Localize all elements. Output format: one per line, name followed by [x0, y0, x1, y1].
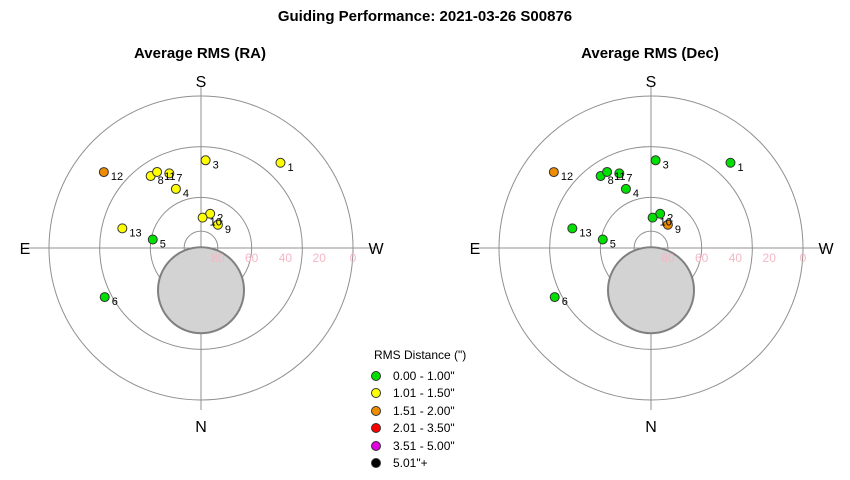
legend-swatch-icon [371, 388, 381, 399]
legend-label: 0.00 - 1.00" [393, 368, 455, 383]
ra-point-6 [99, 292, 110, 303]
ra-zenith-exclusion [157, 246, 245, 335]
ra-point-label-13: 13 [129, 227, 141, 239]
dec-direction-east: E [470, 241, 481, 258]
dec-point-label-7: 7 [626, 172, 632, 184]
legend-label: 2.01 - 3.50" [393, 421, 455, 436]
ra-point-7 [164, 168, 175, 179]
ra-point-label-9: 9 [225, 224, 231, 236]
ra-point-label-12: 12 [111, 171, 123, 183]
ra-altitude-tick: 20 [313, 251, 327, 265]
ra-altitude-tick: 60 [245, 251, 259, 265]
legend-item: 0.00 - 1.00" [368, 367, 466, 385]
legend-label: 1.01 - 1.50" [393, 386, 455, 401]
ra-point-label-6: 6 [112, 296, 118, 308]
legend-item: 1.01 - 1.50" [368, 385, 466, 403]
dec-point-label-11: 11 [614, 171, 625, 183]
dec-point-label-2: 2 [667, 213, 673, 225]
ra-point-label-8: 8 [158, 175, 164, 187]
ra-point-label-7: 7 [176, 172, 182, 184]
legend-item: 5.01"+ [368, 455, 466, 473]
ra-direction-south: S [196, 74, 207, 91]
ra-point-3 [200, 155, 211, 166]
ra-point-label-2: 2 [217, 213, 223, 225]
dec-altitude-tick: 80 [661, 251, 675, 265]
ra-point-label-4: 4 [183, 188, 189, 200]
dec-point-1 [725, 157, 736, 168]
dec-point-label-12: 12 [561, 171, 573, 183]
dec-altitude-tick: 0 [800, 251, 807, 265]
legend: RMS Distance (") 0.00 - 1.00" 1.01 - 1.50… [368, 348, 466, 472]
dec-point-13 [567, 223, 578, 234]
dec-point-10 [647, 212, 658, 223]
dec-direction-north: N [645, 419, 657, 436]
dec-plot-title: Average RMS (Dec) [581, 45, 719, 62]
ra-point-label-1: 1 [287, 162, 293, 174]
dec-direction-south: S [646, 74, 657, 91]
ra-altitude-tick: 80 [211, 251, 225, 265]
dec-point-label-3: 3 [663, 159, 669, 171]
dec-point-label-4: 4 [633, 188, 639, 200]
dec-point-label-6: 6 [562, 296, 568, 308]
ra-direction-east: E [20, 241, 31, 258]
legend-swatch-icon [371, 405, 381, 416]
dec-point-5 [597, 234, 608, 245]
dec-zenith-exclusion [607, 246, 695, 335]
dec-point-11 [602, 166, 613, 177]
ra-point-5 [147, 234, 158, 245]
dec-point-label-10: 10 [660, 217, 672, 229]
ra-point-1 [275, 157, 286, 168]
dec-point-6 [549, 292, 560, 303]
dec-point-label-9: 9 [675, 224, 681, 236]
ra-point-label-10: 10 [210, 217, 222, 229]
dec-point-label-1: 1 [737, 162, 743, 174]
dec-altitude-tick: 40 [729, 251, 743, 265]
ra-altitude-tick: 40 [279, 251, 293, 265]
legend-swatch-icon [371, 458, 381, 469]
legend-item: 3.51 - 5.00" [368, 437, 466, 455]
dec-point-4 [620, 183, 631, 194]
dec-point-12 [548, 167, 559, 178]
dec-point-7 [614, 168, 625, 179]
ra-point-9 [212, 219, 223, 230]
ra-altitude-tick: 0 [350, 251, 357, 265]
legend-item: 2.01 - 3.50" [368, 420, 466, 438]
legend-label: 5.01"+ [393, 456, 428, 471]
ra-direction-west: W [368, 241, 384, 258]
chart-title: Guiding Performance: 2021-03-26 S00876 [277, 8, 573, 25]
ra-point-label-5: 5 [160, 238, 166, 250]
legend-label: 1.51 - 2.00" [393, 403, 455, 418]
legend-item: 1.51 - 2.00" [368, 402, 466, 420]
legend-title: RMS Distance (") [374, 348, 467, 362]
dec-altitude-tick: 60 [695, 251, 709, 265]
ra-point-11 [152, 166, 163, 177]
legend-label: 3.51 - 5.00" [393, 438, 455, 453]
ra-point-10 [197, 212, 208, 223]
dec-point-3 [650, 155, 661, 166]
ra-point-label-3: 3 [213, 159, 219, 171]
legend-swatch-icon [371, 370, 381, 381]
legend-swatch-icon [371, 440, 381, 451]
ra-direction-north: N [195, 419, 207, 436]
ra-plot-title: Average RMS (RA) [134, 45, 266, 62]
dec-point-9 [662, 219, 673, 230]
ra-point-13 [117, 223, 128, 234]
legend-items: 0.00 - 1.00" 1.01 - 1.50" 1.51 - 2.00" 2.01… [368, 367, 466, 472]
dec-point-label-13: 13 [579, 227, 591, 239]
dec-direction-west: W [818, 241, 834, 258]
dec-point-label-5: 5 [610, 238, 616, 250]
ra-point-12 [98, 167, 109, 178]
dec-altitude-tick: 20 [763, 251, 777, 265]
legend-swatch-icon [371, 423, 381, 434]
ra-point-4 [170, 183, 181, 194]
ra-point-label-11: 11 [164, 171, 175, 183]
dec-point-label-8: 8 [608, 175, 614, 187]
